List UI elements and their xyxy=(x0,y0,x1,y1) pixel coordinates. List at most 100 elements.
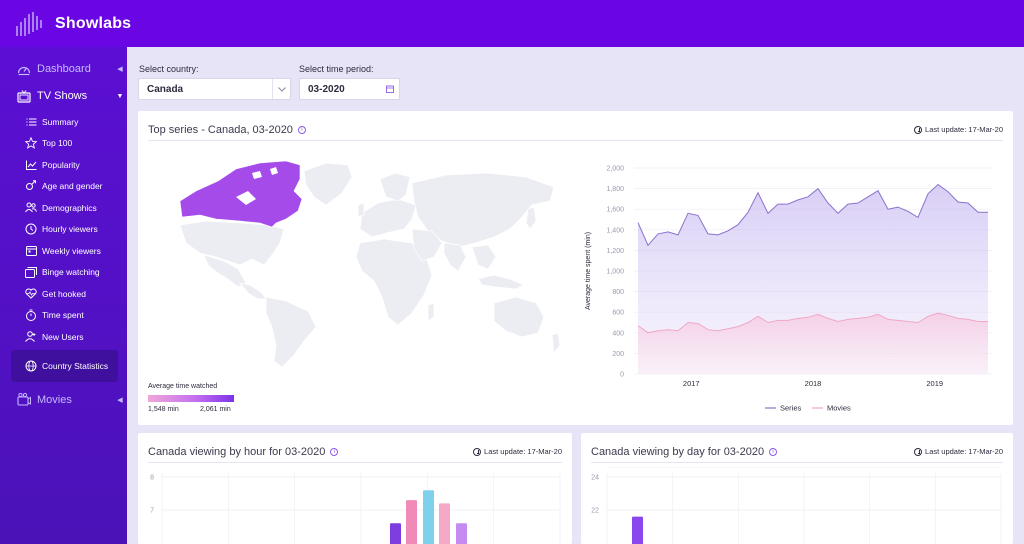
greenland-shape xyxy=(303,162,353,206)
tv-icon xyxy=(16,89,31,104)
bar xyxy=(456,523,467,544)
sidebar-item-country-statistics[interactable]: Country Statistics xyxy=(11,349,118,382)
sidebar-item-summary[interactable]: Summary xyxy=(0,111,127,133)
y-tick-label: 1,200 xyxy=(606,248,624,255)
country-select[interactable]: Canada xyxy=(138,78,291,100)
info-icon[interactable]: i xyxy=(769,447,778,456)
card-header: Canada viewing by hour for 03-2020 i Las… xyxy=(148,441,562,463)
sidebar-item-label: Dashboard xyxy=(37,63,91,75)
sidebar-item-time-spent[interactable]: Time spent xyxy=(0,305,127,327)
sidebar-item-label: Top 100 xyxy=(42,138,73,149)
app-title: Showlabs xyxy=(55,14,132,32)
series-area-movies xyxy=(638,313,988,374)
sidebar-item-label: Get hooked xyxy=(42,288,86,299)
clock-icon xyxy=(914,447,923,456)
card-title: Canada viewing by hour for 03-2020 xyxy=(148,445,326,458)
uk-shape xyxy=(357,202,365,218)
sidebar-item-label: New Users xyxy=(42,331,84,342)
south-america-shape xyxy=(265,296,317,368)
sidebar-item-weekly-viewers[interactable]: Weekly viewers xyxy=(0,240,127,262)
period-label: Select time period: xyxy=(299,64,374,74)
bar xyxy=(390,523,401,544)
sidebar-item-tv-shows[interactable]: TV Shows ▼ xyxy=(0,84,127,108)
y-tick-label: 200 xyxy=(612,351,624,358)
calendar-icon[interactable] xyxy=(381,79,399,99)
sidebar-item-label: Hourly viewers xyxy=(42,224,98,235)
x-tick-label: 2019 xyxy=(926,379,943,388)
sidebar-item-label: Demographics xyxy=(42,202,97,213)
viewing-by-hour-chart: 87 xyxy=(150,473,561,544)
indonesia-shape xyxy=(477,274,525,290)
central-america-shape xyxy=(239,282,267,300)
japan-shape xyxy=(525,206,537,230)
europe-shape xyxy=(359,198,417,238)
sidebar-item-label: Popularity xyxy=(42,159,80,170)
viewing-by-hour-card: Canada viewing by hour for 03-2020 i Las… xyxy=(138,433,572,544)
y-tick-label: 600 xyxy=(612,310,624,317)
legend-label: Movies xyxy=(827,404,851,413)
bar xyxy=(423,490,434,544)
last-update-text: Last update: 17-Mar-20 xyxy=(925,125,1003,134)
sidebar-item-get-hooked[interactable]: Get hooked xyxy=(0,283,127,305)
heart-pulse-icon xyxy=(25,288,37,300)
sidebar-item-top-100[interactable]: Top 100 xyxy=(0,133,127,155)
country-select-value: Canada xyxy=(147,83,184,95)
clock-icon xyxy=(473,447,482,456)
chevron-down-icon[interactable] xyxy=(272,79,290,99)
map-legend-max: 2,061 min xyxy=(200,406,231,413)
canada-shape xyxy=(179,160,303,228)
australia-shape xyxy=(493,296,545,338)
film-icon xyxy=(16,392,31,407)
sidebar-item-binge-watching[interactable]: Binge watching xyxy=(0,262,127,284)
y-axis-label: Average time spent (min) xyxy=(585,232,592,310)
map-legend-gradient xyxy=(148,395,234,402)
card-header: Canada viewing by day for 03-2020 i Last… xyxy=(591,441,1003,463)
world-map xyxy=(179,160,561,368)
star-icon xyxy=(25,137,37,150)
y-tick-label: 400 xyxy=(612,330,624,337)
y-tick-label: 22 xyxy=(591,508,599,515)
middle-east-shape xyxy=(411,228,443,262)
sidebar-item-dashboard[interactable]: Dashboard ◀ xyxy=(0,57,127,81)
binge-icon xyxy=(25,266,37,278)
users-icon xyxy=(25,202,37,214)
series-line-series xyxy=(637,183,988,247)
list-icon xyxy=(25,116,37,128)
sidebar-item-label: Country Statistics xyxy=(42,360,109,371)
bar xyxy=(632,516,643,544)
info-icon[interactable]: i xyxy=(330,447,339,456)
viewing-by-day-card: Canada viewing by day for 03-2020 i Last… xyxy=(581,433,1013,544)
series-line-movies xyxy=(637,312,988,334)
madagascar-shape xyxy=(427,302,435,322)
last-update-text: Last update: 17-Mar-20 xyxy=(925,447,1003,456)
info-icon[interactable]: i xyxy=(297,125,306,134)
map-legend-min: 1,548 min xyxy=(148,406,179,413)
last-update-text: Last update: 17-Mar-20 xyxy=(484,447,562,456)
sidebar-item-age-and-gender[interactable]: Age and gender xyxy=(0,176,127,198)
sidebar-item-new-users[interactable]: New Users xyxy=(0,326,127,348)
top-bar: Showlabs xyxy=(0,0,1024,47)
sidebar-item-label: Movies xyxy=(37,393,72,406)
chart-icon xyxy=(25,159,37,171)
gender-icon xyxy=(25,180,37,192)
y-tick-label: 1,000 xyxy=(606,269,624,276)
caret-left-icon: ◀ xyxy=(117,396,123,404)
clock-icon xyxy=(25,223,37,235)
new-zealand-shape xyxy=(551,332,561,354)
card-title: Top series - Canada, 03-2020 xyxy=(148,123,293,136)
y-tick-label: 0 xyxy=(620,372,624,379)
sidebar-item-hourly-viewers[interactable]: Hourly viewers xyxy=(0,219,127,241)
y-tick-label: 24 xyxy=(591,475,599,482)
period-picker[interactable]: 03-2020 xyxy=(299,78,400,100)
time-spent-chart: 0 200 400 600 800 1,000 1,200 1,400 1,600 1,800 2,… xyxy=(585,166,992,413)
sidebar-item-demographics[interactable]: Demographics xyxy=(0,197,127,219)
sidebar-item-popularity[interactable]: Popularity xyxy=(0,154,127,176)
india-shape xyxy=(443,242,467,272)
main-content: Select country: Canada Select time perio… xyxy=(127,47,1024,544)
calendar-icon xyxy=(25,245,37,257)
sidebar-item-label: Summary xyxy=(42,116,79,127)
sidebar-item-label: Time spent xyxy=(42,310,84,321)
sidebar-item-movies[interactable]: Movies ◀ xyxy=(0,388,127,412)
x-tick-label: 2017 xyxy=(683,379,700,388)
y-tick-label: 1,600 xyxy=(606,207,624,214)
